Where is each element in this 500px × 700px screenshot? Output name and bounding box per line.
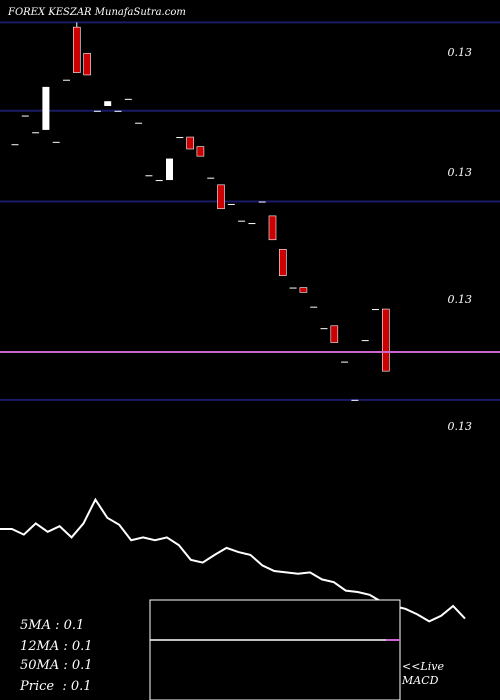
candle-body bbox=[207, 177, 215, 179]
candle-body bbox=[83, 53, 91, 76]
macd-panel bbox=[149, 599, 401, 700]
candle-body bbox=[238, 220, 246, 222]
candle-body bbox=[32, 132, 40, 134]
candle-body bbox=[372, 309, 379, 311]
candle-body bbox=[21, 115, 29, 117]
stat-50ma: 50MA : 0.1 bbox=[20, 658, 93, 673]
candle-body bbox=[196, 146, 205, 157]
candle-body bbox=[341, 361, 349, 363]
candle-body bbox=[42, 86, 50, 130]
candle-body bbox=[278, 249, 287, 276]
stat-12ma: 12MA : 0.1 bbox=[20, 639, 93, 654]
candle-body bbox=[258, 201, 266, 203]
candle-body bbox=[11, 144, 19, 146]
price-level-label: 0.13 bbox=[448, 166, 473, 179]
macd-live-label: <<Live bbox=[402, 660, 444, 673]
stat-price: Price : 0.1 bbox=[19, 679, 92, 694]
candle-body bbox=[114, 110, 122, 112]
candle-body bbox=[310, 306, 318, 308]
macd-label: MACD bbox=[401, 674, 439, 687]
price-level-label: 0.13 bbox=[448, 293, 473, 306]
candle-body bbox=[155, 180, 163, 182]
stats-block: 5MA : 0.1 12MA : 0.1 50MA : 0.1 Price : … bbox=[19, 618, 93, 694]
candle-body bbox=[320, 328, 328, 330]
candle-body bbox=[186, 136, 194, 150]
price-level-label: 0.13 bbox=[448, 420, 473, 433]
candle-body bbox=[227, 203, 235, 205]
candle-body bbox=[381, 308, 390, 372]
candle-body bbox=[330, 325, 339, 343]
candle-body bbox=[63, 79, 70, 81]
candle-body bbox=[93, 110, 101, 112]
candles bbox=[11, 22, 390, 401]
candle-body bbox=[351, 399, 359, 401]
candle-body bbox=[268, 215, 277, 241]
candle-body bbox=[145, 175, 153, 177]
candle-body bbox=[52, 141, 60, 143]
candle-body bbox=[73, 26, 81, 73]
candle-body bbox=[104, 101, 112, 106]
candle-body bbox=[176, 137, 184, 139]
candle-body bbox=[217, 184, 225, 210]
candle-body bbox=[361, 340, 369, 342]
price-level-label: 0.13 bbox=[448, 46, 473, 59]
price-gridlines bbox=[0, 21, 500, 401]
chart-title: FOREX KESZAR MunafaSutra.com bbox=[7, 7, 186, 18]
candle-body bbox=[124, 98, 132, 100]
candle-body bbox=[135, 122, 143, 124]
candle-body bbox=[248, 223, 256, 225]
stat-5ma: 5MA : 0.1 bbox=[20, 618, 84, 633]
candle-body bbox=[166, 158, 173, 181]
macd-box bbox=[149, 599, 401, 700]
candle-body bbox=[289, 287, 297, 289]
candle-body bbox=[299, 287, 308, 293]
